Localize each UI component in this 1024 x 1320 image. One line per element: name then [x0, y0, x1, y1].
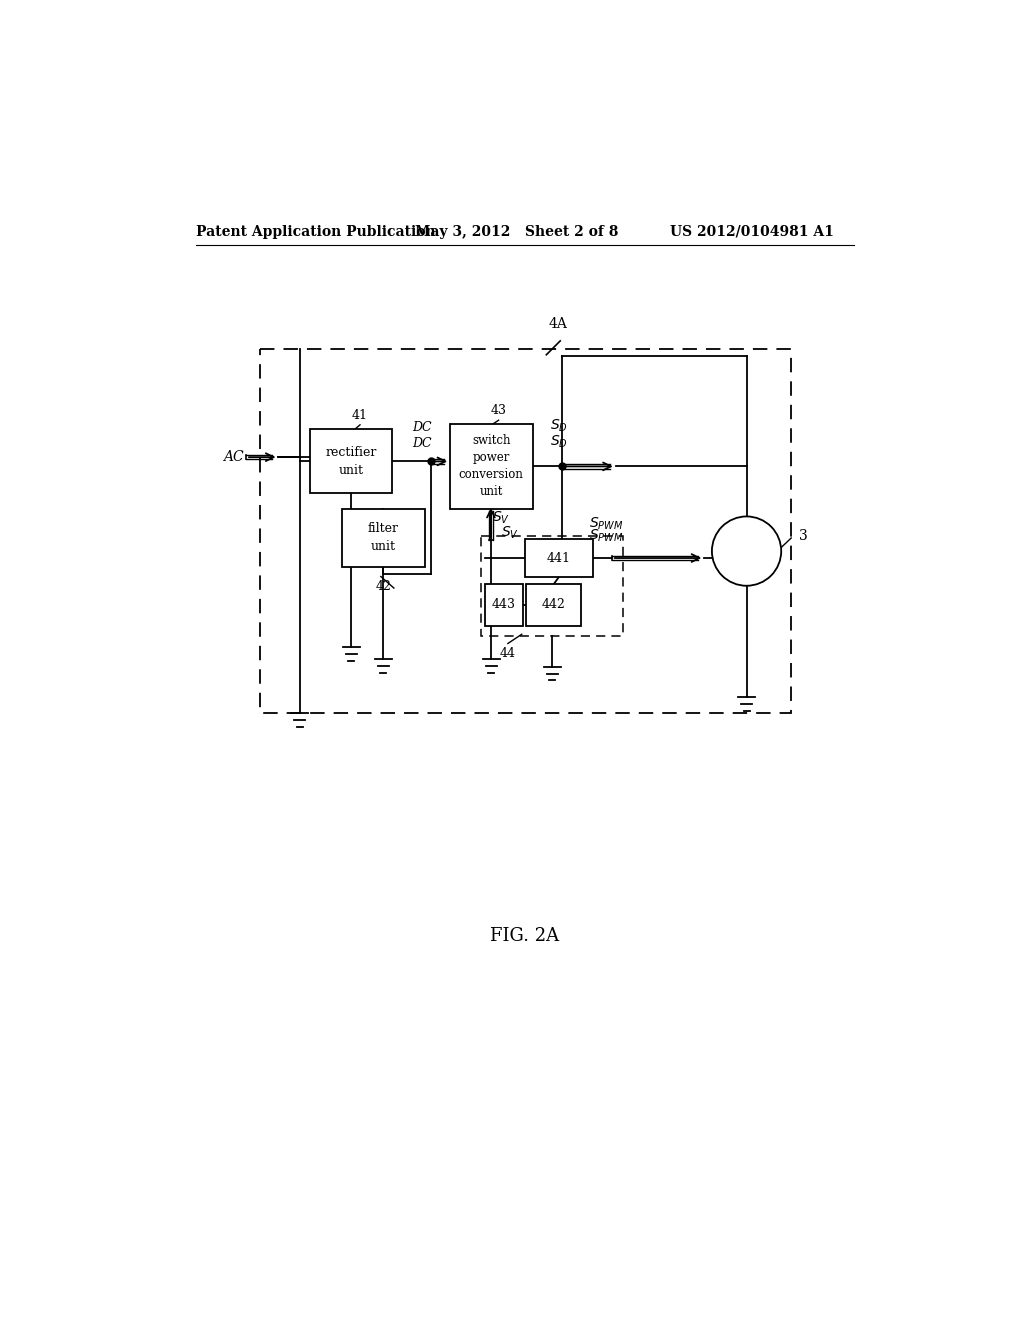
Text: 441: 441: [547, 552, 570, 565]
Text: 442: 442: [542, 598, 565, 611]
Text: $S_V$: $S_V$: [501, 524, 519, 541]
Text: filter
unit: filter unit: [368, 523, 398, 553]
Text: $S_D$: $S_D$: [550, 433, 568, 450]
Text: 3: 3: [799, 529, 808, 543]
Bar: [451, 424, 532, 508]
Text: rectifier
unit: rectifier unit: [326, 446, 377, 477]
Text: 443: 443: [492, 598, 516, 611]
Circle shape: [712, 516, 781, 586]
Text: May 3, 2012   Sheet 2 of 8: May 3, 2012 Sheet 2 of 8: [416, 224, 618, 239]
Bar: [342, 508, 425, 566]
Text: 4A: 4A: [549, 317, 567, 331]
Bar: [310, 429, 392, 494]
Text: DC: DC: [412, 437, 431, 450]
Text: 42: 42: [375, 579, 391, 593]
Bar: [260, 350, 792, 713]
Text: 44: 44: [500, 647, 516, 660]
Text: $S_D$: $S_D$: [550, 417, 568, 434]
Text: FIG. 2A: FIG. 2A: [490, 927, 559, 945]
Text: DC: DC: [412, 421, 431, 434]
Text: switch
power
conversion
unit: switch power conversion unit: [459, 434, 523, 499]
Text: US 2012/0104981 A1: US 2012/0104981 A1: [670, 224, 834, 239]
Text: $S_{PWM}$: $S_{PWM}$: [589, 515, 624, 532]
Text: $S_{PWM}$: $S_{PWM}$: [589, 528, 624, 544]
Text: 43: 43: [490, 404, 507, 417]
Bar: [484, 585, 523, 626]
Text: 41: 41: [352, 409, 368, 422]
Text: Patent Application Publication: Patent Application Publication: [196, 224, 435, 239]
Bar: [481, 536, 624, 636]
Bar: [524, 539, 593, 577]
Bar: [526, 585, 581, 626]
Text: $S_V$: $S_V$: [492, 510, 510, 527]
Text: AC: AC: [223, 450, 244, 465]
